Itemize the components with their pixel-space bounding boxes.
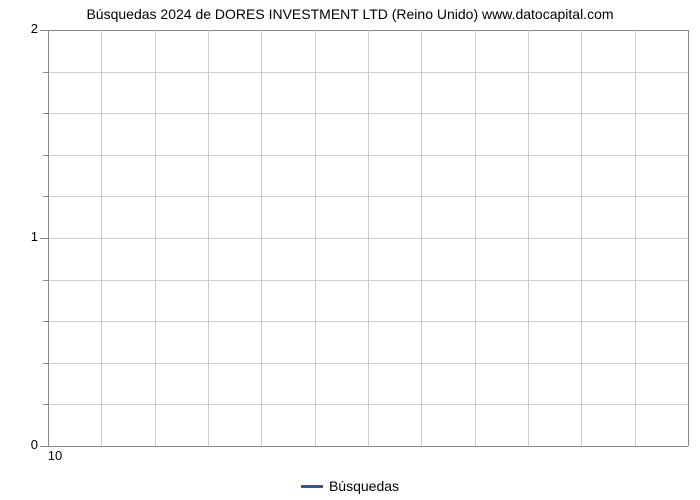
- gridline-vertical: [581, 30, 582, 446]
- y-tick-minor: [43, 72, 48, 73]
- chart-container: Búsquedas 2024 de DORES INVESTMENT LTD (…: [0, 0, 700, 500]
- legend-series-label: Búsquedas: [329, 478, 399, 494]
- gridline-vertical: [528, 30, 529, 446]
- plot-border: [48, 446, 688, 447]
- plot-border: [48, 30, 49, 446]
- y-tick-major: [40, 30, 48, 31]
- gridline-vertical: [368, 30, 369, 446]
- y-tick-minor: [43, 113, 48, 114]
- y-tick-minor: [43, 363, 48, 364]
- chart-title: Búsquedas 2024 de DORES INVESTMENT LTD (…: [0, 6, 700, 22]
- y-tick-minor: [43, 196, 48, 197]
- gridline-vertical: [315, 30, 316, 446]
- gridline-vertical: [421, 30, 422, 446]
- y-tick-minor: [43, 321, 48, 322]
- y-tick-minor: [43, 155, 48, 156]
- x-tick-label: 10: [40, 448, 70, 463]
- gridline-vertical: [155, 30, 156, 446]
- plot-border: [688, 30, 689, 446]
- y-tick-major: [40, 238, 48, 239]
- y-tick-label: 0: [10, 437, 38, 452]
- y-tick-label: 1: [10, 229, 38, 244]
- gridline-vertical: [475, 30, 476, 446]
- gridline-vertical: [635, 30, 636, 446]
- y-tick-minor: [43, 404, 48, 405]
- y-tick-minor: [43, 280, 48, 281]
- legend-series-line: [301, 485, 323, 488]
- gridline-vertical: [101, 30, 102, 446]
- y-tick-label: 2: [10, 21, 38, 36]
- legend: Búsquedas: [0, 478, 700, 494]
- gridline-vertical: [208, 30, 209, 446]
- y-tick-major: [40, 446, 48, 447]
- gridline-vertical: [261, 30, 262, 446]
